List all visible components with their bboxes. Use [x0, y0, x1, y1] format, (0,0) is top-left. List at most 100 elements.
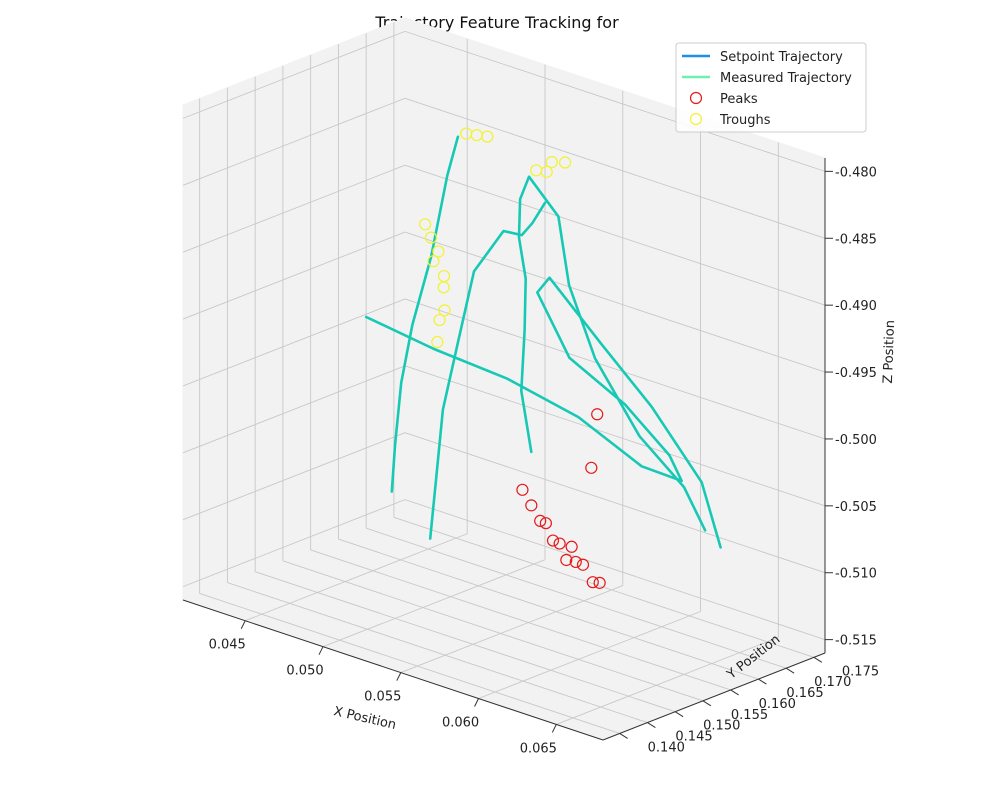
trough-marker: [424, 231, 438, 244]
grid-z-back: [404, 432, 826, 574]
grid-z-back: [404, 30, 826, 172]
trough-marker: [433, 313, 446, 327]
legend-label-measured: Measured Trajectory: [720, 71, 852, 86]
grid-y-floor: [199, 593, 620, 734]
peak-marker: [560, 553, 573, 567]
trough-marker: [432, 245, 445, 258]
peak-marker: [586, 576, 599, 589]
y-tick: [702, 700, 712, 707]
y-tick: [674, 711, 684, 718]
grid-y-floor: [338, 538, 759, 680]
y-tick-label: 0.160: [759, 697, 796, 712]
peak-marker: [593, 576, 606, 589]
y-tick: [785, 667, 795, 674]
peak-marker: [569, 555, 582, 569]
grid-x-floor: [322, 559, 546, 648]
x-tick: [551, 724, 557, 733]
y-tick: [647, 722, 656, 729]
x-tick-label: 0.050: [286, 664, 323, 679]
peak-marker: [553, 537, 566, 550]
grid-z-left: [182, 97, 406, 186]
y-tick-label: 0.170: [814, 675, 851, 690]
legend: Setpoint Trajectory Measured Trajectory …: [675, 42, 867, 133]
x-tick: [318, 646, 324, 655]
grid-y-floor: [255, 571, 676, 713]
y-tick-label: 0.155: [731, 708, 768, 723]
grid-z-back: [404, 365, 826, 507]
x-tick-label: 0.045: [209, 638, 246, 653]
peak-marker: [591, 408, 604, 421]
peak-marker: [585, 461, 598, 474]
x-tick-label: 0.065: [520, 741, 557, 756]
y-tick-label: 0.150: [703, 719, 740, 734]
y-tick: [758, 678, 767, 685]
trajectory-series: [364, 135, 722, 549]
trough-marker: [558, 156, 572, 169]
grid-y-floor: [393, 516, 815, 658]
z-tick-label: -0.515: [835, 634, 877, 649]
x-axis-line: [182, 599, 604, 741]
grid-z-back: [404, 97, 826, 239]
grid-z-left: [182, 30, 406, 119]
grid-y-floor: [366, 527, 787, 669]
trough-marker: [545, 156, 558, 169]
trough-marker: [438, 304, 451, 317]
legend-label-setpoint: Setpoint Trajectory: [720, 50, 843, 65]
tick-labels: 0.045 0.050 0.055 0.060 0.065 0.1400.1450.150…: [209, 165, 880, 756]
grid-x-floor: [400, 585, 623, 674]
z-tick-label: -0.510: [835, 567, 877, 582]
measured-trajectory-line: [364, 276, 722, 549]
chart-title: Trajectory Feature Tracking for: [374, 13, 619, 32]
y-tick: [730, 689, 739, 696]
measured-trajectory-line: [428, 201, 547, 540]
y-tick: [619, 733, 628, 739]
z-tick-label: -0.480: [835, 165, 877, 180]
peak-marker: [539, 517, 552, 530]
grid-y-floor: [227, 582, 648, 724]
grid-z-left: [182, 164, 406, 253]
grid-x-floor: [245, 533, 468, 622]
legend-swatch-troughs: [689, 112, 703, 126]
measured-trajectory-line: [517, 175, 707, 532]
legend-label-troughs: Troughs: [719, 113, 771, 128]
z-tick-label: -0.495: [835, 366, 877, 381]
grid-z-left: [182, 432, 406, 521]
z-tick-label: -0.485: [835, 232, 877, 247]
grid-z-back: [404, 298, 826, 440]
grid-z-left: [182, 231, 406, 320]
trough-marker: [481, 130, 494, 143]
grid-z-back: [404, 499, 826, 641]
trough-marker: [431, 335, 444, 349]
trough-marker: [419, 218, 432, 231]
peak-marker: [516, 483, 529, 496]
axis-lines: [182, 158, 826, 741]
y-tick-label: 0.140: [648, 740, 685, 755]
z-axis-label: Z Position: [881, 320, 898, 384]
y-tick: [813, 656, 823, 663]
y-axis-line: [602, 652, 826, 741]
trough-marker: [437, 281, 450, 294]
trough-marker: [427, 255, 440, 268]
peak-marker: [565, 540, 578, 553]
z-tick-label: -0.500: [835, 433, 877, 448]
legend-box: [675, 42, 867, 133]
z-tick-label: -0.490: [835, 299, 877, 314]
axis-panes: [181, 17, 827, 741]
peak-marker: [534, 514, 547, 528]
grid-y-floor: [282, 560, 704, 702]
y-tick-label: 0.145: [675, 730, 712, 745]
grid-y-floor: [310, 549, 731, 691]
x-tick-label: 0.055: [364, 690, 401, 705]
grid-z-back: [404, 164, 826, 306]
peak-marker: [576, 558, 590, 571]
peak-marker: [525, 499, 538, 512]
x-tick: [240, 620, 246, 629]
y-tick-label: 0.175: [842, 664, 879, 679]
grid-z-left: [182, 298, 406, 387]
grid-z-back: [404, 231, 826, 373]
z-tick-label: -0.505: [835, 500, 877, 515]
grid-z-left: [182, 365, 406, 454]
y-tick-label: 0.165: [786, 686, 823, 701]
peak-marker: [546, 534, 560, 547]
